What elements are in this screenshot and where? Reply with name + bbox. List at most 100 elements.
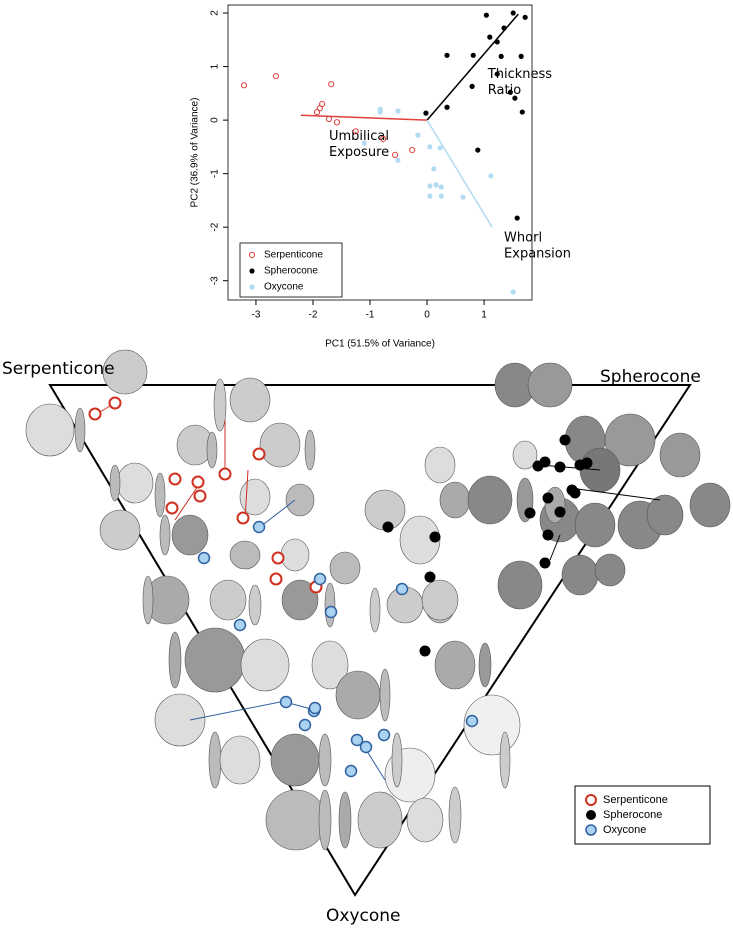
data-point (518, 53, 524, 59)
legend-label: Serpenticone (264, 250, 323, 261)
data-point (469, 83, 475, 89)
specimen-marker (197, 551, 211, 565)
data-point (501, 25, 507, 31)
connector (174, 482, 201, 521)
fossil-illustration (338, 791, 352, 849)
data-point (427, 193, 433, 199)
fossil-illustration (329, 551, 361, 585)
fossil-illustration (270, 733, 320, 787)
vector-label: Expansion (504, 246, 571, 261)
connector (259, 499, 296, 528)
fossil-illustration (478, 642, 492, 688)
specimen-marker (88, 407, 102, 421)
x-tick-label: 0 (424, 310, 430, 321)
data-point (328, 81, 335, 88)
fossil-illustration (159, 514, 171, 556)
data-point (522, 14, 528, 20)
specimen-marker (168, 472, 182, 486)
specimen-marker (313, 572, 327, 586)
fossil-illustration (74, 407, 86, 453)
x-tick-label: -3 (251, 310, 260, 321)
fossil-illustration (497, 560, 543, 610)
data-point (361, 140, 367, 146)
fossil-illustration (265, 789, 327, 851)
data-point (437, 145, 443, 151)
fossil-illustration (448, 786, 462, 844)
fossil-illustration (285, 483, 315, 517)
data-point (494, 39, 500, 45)
specimen-marker (377, 728, 391, 742)
data-point (427, 144, 433, 150)
specimen-marker (554, 461, 566, 473)
data-point (488, 173, 494, 179)
y-tick-label: -1 (210, 169, 221, 178)
fossil-illustration (206, 431, 218, 469)
specimen-marker (542, 529, 554, 541)
morphospace-diagram (25, 349, 731, 897)
corner-label: Oxycone (326, 906, 400, 926)
loading-vector (426, 13, 519, 121)
specimen-marker (465, 714, 479, 728)
legend-label: Oxycone (603, 824, 646, 836)
diagram-legend (574, 785, 711, 845)
data-point (483, 12, 489, 18)
data-point (395, 108, 401, 114)
specimen-marker (350, 733, 364, 747)
specimen-marker (218, 467, 232, 481)
fossil-illustration (259, 422, 301, 468)
legend-label: Spherocone (264, 266, 318, 277)
fossil-illustration (116, 462, 154, 504)
y-axis-title: PC2 (36.9% of Variance) (190, 98, 201, 208)
fossil-illustration (544, 486, 566, 524)
data-point (313, 108, 321, 116)
specimen-marker (252, 520, 266, 534)
fossil-illustration (689, 482, 731, 528)
data-point (395, 157, 401, 163)
fossil-illustration (99, 509, 141, 551)
data-point (380, 135, 387, 142)
legend-label: Serpenticone (603, 794, 668, 806)
specimen-marker (269, 572, 283, 586)
data-point (438, 193, 444, 199)
specimen-marker (271, 551, 285, 565)
fossil-illustration (499, 731, 511, 789)
fossil-illustration (646, 494, 684, 536)
data-point (415, 132, 421, 138)
loading-vector (426, 119, 493, 228)
fossil-illustration (240, 638, 290, 692)
legend-symbol (249, 284, 255, 290)
data-point (512, 95, 518, 101)
vector-label: Ratio (488, 83, 521, 98)
fossil-illustration (229, 540, 261, 570)
data-point (494, 71, 500, 77)
corner-label: Spherocone (600, 367, 701, 387)
y-tick-label: -3 (210, 276, 221, 285)
fossil-illustration (369, 587, 381, 633)
fossil-illustration (594, 553, 626, 587)
data-point (423, 110, 429, 116)
specimen-marker (424, 571, 436, 583)
specimen-marker (191, 475, 205, 489)
fossil-illustration (434, 640, 476, 690)
fossil-illustration (171, 514, 209, 556)
data-point (487, 34, 493, 40)
connector (549, 534, 561, 561)
fossil-illustration (406, 797, 444, 843)
legend-symbol (248, 251, 256, 259)
vector-label: Exposure (329, 145, 389, 160)
legend-symbol (585, 794, 597, 806)
data-point (240, 82, 248, 89)
loading-vector (300, 114, 428, 121)
specimen-marker (308, 701, 322, 715)
specimen-marker (559, 434, 571, 446)
fossil-illustration (561, 554, 599, 596)
specimen-marker (539, 557, 551, 569)
connector (569, 487, 661, 501)
fossil-illustration (604, 413, 656, 467)
data-point (519, 109, 525, 115)
vector-label: Thickness (487, 67, 552, 82)
data-point (444, 104, 450, 110)
legend-label: Spherocone (603, 809, 662, 821)
fossil-illustration (421, 579, 459, 621)
